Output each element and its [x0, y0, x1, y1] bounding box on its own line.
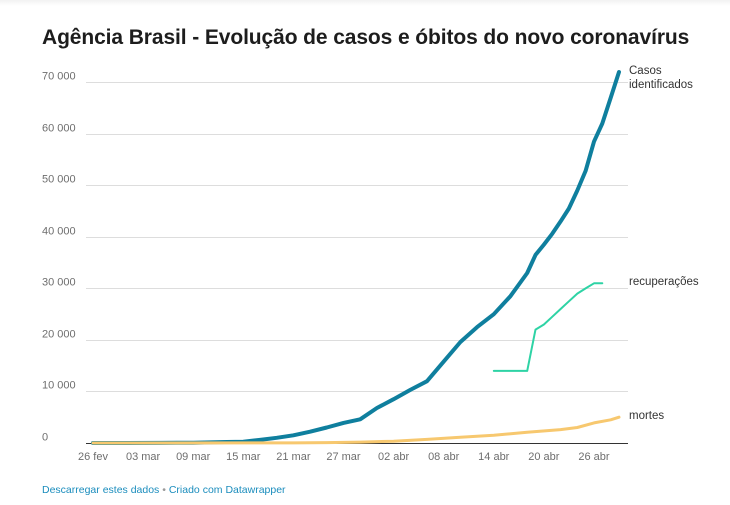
x-tick-label: 26 fev [78, 451, 108, 463]
series-line-recuperacoes [492, 282, 604, 372]
series-line-casos-identificados [91, 70, 621, 445]
y-tick-label: 20 000 [42, 329, 76, 341]
x-tick-label: 15 mar [226, 451, 261, 463]
y-tick-label: 10 000 [42, 380, 76, 392]
download-data-link[interactable]: Descarregar estes dados [42, 484, 160, 496]
x-tick-label: 14 abr [478, 451, 510, 463]
series-labels: Casos identificados recuperações mortes [629, 65, 699, 422]
y-axis-ticks: 0 10 000 20 000 30 000 40 000 50 000 60 000 70 … [42, 71, 76, 444]
x-tick-label: 09 mar [176, 451, 211, 463]
footer-separator: • [162, 484, 166, 496]
x-tick-label: 26 abr [578, 451, 610, 463]
x-tick-label: 08 abr [428, 451, 460, 463]
x-tick-label: 20 abr [528, 451, 560, 463]
series-label-mortes: mortes [629, 410, 664, 422]
x-tick-label: 02 abr [378, 451, 410, 463]
chart-footer: Descarregar estes dados • Criado com Dat… [42, 484, 286, 496]
series-line-mortes [91, 415, 621, 445]
y-tick-label: 60 000 [42, 123, 76, 135]
series-label-recuperacoes: recuperações [629, 276, 699, 288]
datawrapper-credit-link[interactable]: Criado com Datawrapper [168, 484, 286, 496]
chart-title: Agência Brasil - Evolução de casos e óbi… [42, 26, 690, 49]
x-tick-label: 03 mar [126, 451, 161, 463]
y-tick-label: 70 000 [42, 71, 76, 83]
series-label-casos-identificados: Casos [629, 65, 662, 77]
x-tick-label: 27 mar [326, 451, 361, 463]
series-label-casos-identificados: identificados [629, 79, 693, 91]
series-lines [91, 70, 621, 445]
gridlines [86, 82, 628, 444]
x-tick-label: 21 mar [276, 451, 311, 463]
x-axis-ticks: 26 fev 03 mar 09 mar 15 mar 21 mar 27 mar 02 a… [78, 451, 610, 463]
top-edge-strip [0, 0, 730, 6]
y-tick-label: 40 000 [42, 226, 76, 238]
y-tick-label: 30 000 [42, 277, 76, 289]
y-tick-label: 0 [42, 432, 48, 444]
y-tick-label: 50 000 [42, 174, 76, 186]
